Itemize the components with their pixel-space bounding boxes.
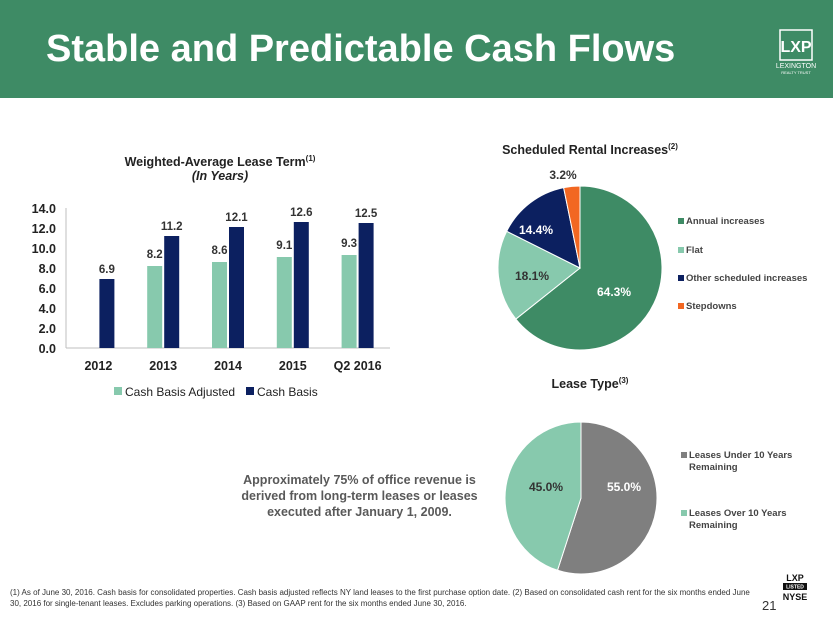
pie-slice-annual-increases <box>515 185 663 351</box>
pie-slice-other-scheduled-increases <box>506 187 581 269</box>
pie-data-label: 55.0% <box>607 480 641 494</box>
pie2-title-sup: (3) <box>618 376 629 385</box>
pie2-title: Lease Type(3) <box>490 376 690 391</box>
pie-data-label: 45.0% <box>529 480 563 494</box>
bar-chart-title: Weighted-Average Lease Term(1) <box>100 154 340 169</box>
bar-data-label: 8.6 <box>212 245 228 257</box>
pie-legend-swatch <box>678 275 684 281</box>
pie-data-label: 3.2% <box>549 168 577 182</box>
bar-chart-y-tick: 14.0 <box>32 202 56 216</box>
pie-legend-label: Remaining <box>689 520 738 531</box>
bar-chart-y-tick: 10.0 <box>32 242 56 256</box>
bar-chart-title-sup: (1) <box>305 154 316 163</box>
bar-chart-title-text: Weighted-Average Lease Term <box>124 155 306 170</box>
pie-slice-flat <box>497 230 581 320</box>
bar-data-label: 9.1 <box>276 240 293 252</box>
pie-data-label: 64.3% <box>597 285 631 299</box>
bar-data-label: 6.9 <box>99 264 115 276</box>
pie-legend-swatch <box>678 247 684 253</box>
bar-cash-basis-adjusted-2013 <box>147 266 163 348</box>
pie-legend-label: Remaining <box>689 462 738 473</box>
office-revenue-note: Approximately 75% of office revenue is d… <box>241 473 478 519</box>
bar-data-label: 8.2 <box>147 249 163 261</box>
bar-data-label: 12.1 <box>225 212 248 224</box>
bar-chart-subtitle: (In Years) <box>191 169 249 183</box>
pie-chart-lease-type: 55.0%45.0%Leases Under 10 YearsRemaining… <box>504 421 792 575</box>
bar-chart-y-tick: 0.0 <box>39 342 56 356</box>
logo-sub-text: REALTY TRUST <box>781 70 811 75</box>
pie1-title-text: Scheduled Rental Increases <box>502 143 669 158</box>
bar-cash-basis-q2-2016 <box>358 223 374 348</box>
pie-slice-leases-over-10-years-remaining <box>504 421 582 571</box>
bar-chart-y-tick: 4.0 <box>39 302 56 316</box>
lxp-nyse-logo: LXP LISTED NYSE <box>783 573 808 602</box>
bar-cash-basis-2015 <box>293 222 309 348</box>
bar-chart-x-tick: Q2 2016 <box>334 359 382 373</box>
bar-chart-x-tick: 2015 <box>279 359 307 373</box>
bar-legend-swatch <box>114 387 122 395</box>
pie1-title-sup: (2) <box>668 142 678 151</box>
page-title: Stable and Predictable Cash Flows <box>46 28 676 70</box>
bar-cash-basis-adjusted-q2-2016 <box>341 255 357 348</box>
pie2-title-text: Lease Type <box>551 377 619 392</box>
footnote: (1) As of June 30, 2016. Cash basis for … <box>10 588 750 608</box>
logo-name-text: LEXINGTON <box>776 63 816 70</box>
pie-legend-label: Annual increases <box>686 216 765 227</box>
bar-data-label: 11.2 <box>161 221 183 233</box>
bar-data-label: 9.3 <box>341 238 357 250</box>
bar-legend-label: Cash Basis <box>257 385 318 399</box>
bar-cash-basis-2014 <box>229 227 244 348</box>
pie-slice-leases-under-10-years-remaining <box>556 421 658 575</box>
bar-legend-swatch <box>246 387 254 395</box>
nyse-logo-bottom: NYSE <box>783 592 808 602</box>
pie-legend-label: Flat <box>686 245 704 256</box>
bar-chart-y-tick: 8.0 <box>39 262 56 276</box>
bar-chart-x-tick: 2012 <box>84 359 112 373</box>
bar-chart-y-tick: 6.0 <box>39 282 56 296</box>
pie-legend-swatch <box>681 452 687 458</box>
pie-legend-swatch <box>678 218 684 224</box>
bar-cash-basis-2012 <box>99 279 115 348</box>
nyse-logo-middle: LISTED <box>786 585 804 591</box>
pie-legend-swatch <box>681 510 687 516</box>
pie-legend-label: Other scheduled increases <box>686 273 807 284</box>
nyse-logo-top: LXP <box>786 573 804 583</box>
pie-data-label: 18.1% <box>515 269 549 283</box>
bar-chart-x-tick: 2013 <box>149 359 177 373</box>
bar-cash-basis-adjusted-2015 <box>276 257 292 348</box>
pie-legend-label: Leases Under 10 Years <box>689 450 792 461</box>
pie-slice-stepdowns <box>563 185 581 269</box>
bar-data-label: 12.5 <box>355 208 378 220</box>
header-bar: Stable and Predictable Cash Flows LXP LE… <box>0 0 833 98</box>
bar-chart-y-tick: 2.0 <box>39 322 56 336</box>
pie-legend-label: Leases Over 10 Years <box>689 508 787 519</box>
pie-legend-swatch <box>678 303 684 309</box>
bar-chart-y-tick: 12.0 <box>32 222 56 236</box>
bar-legend-label: Cash Basis Adjusted <box>125 385 235 399</box>
pie-legend-label: Stepdowns <box>686 301 737 312</box>
logo-lxp-text: LXP <box>780 39 811 56</box>
pie-data-label: 14.4% <box>519 223 553 237</box>
bar-data-label: 12.6 <box>290 207 312 219</box>
pie1-title: Scheduled Rental Increases(2) <box>490 142 690 157</box>
bar-chart: 0.0 2.0 4.0 6.0 8.0 10.0 12.0 14.0 6.9 2012 8.2 11.… <box>32 202 390 399</box>
lexington-logo: LXP LEXINGTON REALTY TRUST <box>776 29 816 75</box>
bar-cash-basis-2013 <box>164 236 180 348</box>
pie-chart-rental-increases: 64.3% 18.1% 14.4% 3.2% Annual increases Flat O… <box>497 168 807 351</box>
bar-chart-x-tick: 2014 <box>214 359 242 373</box>
page-number: 21 <box>762 598 777 613</box>
bar-cash-basis-adjusted-2014 <box>212 262 227 348</box>
